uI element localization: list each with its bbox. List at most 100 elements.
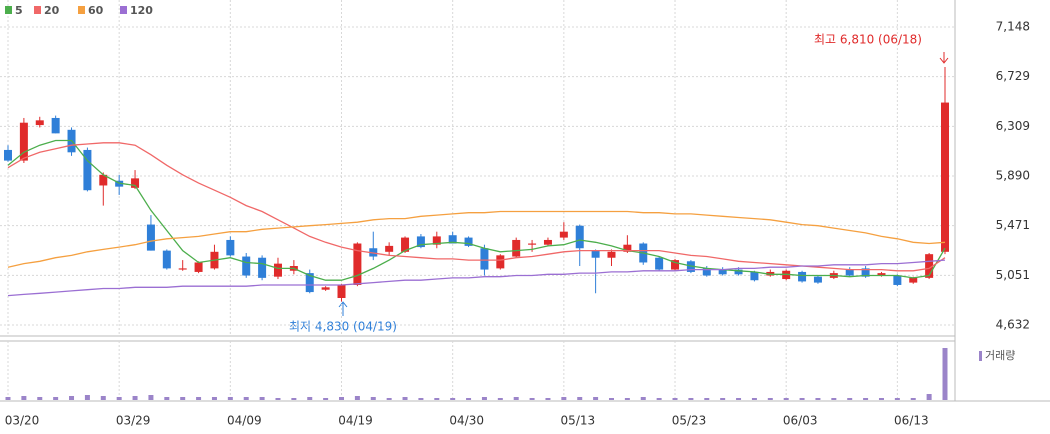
candle-body [146,224,155,251]
candle-body [305,273,314,293]
candle-body [496,255,505,269]
candle-body [99,174,108,186]
candle-body [925,254,934,278]
volume-bar [704,398,710,400]
ma-line [7,259,946,297]
volume-bar [894,398,900,400]
candle-body [559,231,568,238]
volume-bar [164,397,170,400]
volume-bar [211,397,217,400]
x-tick-label: 03/20 [5,414,40,428]
volume-bar [84,395,90,400]
volume-bar [942,348,948,400]
x-tick-label: 04/30 [449,414,484,428]
volume-bar [259,397,265,400]
volume-bar [513,397,519,400]
volume-bar [5,397,11,400]
volume-bar [243,397,249,400]
volume-bar [481,397,487,400]
y-tick-label: 5,890 [996,169,1030,183]
volume-bar [863,398,869,400]
y-tick-label: 5,051 [996,268,1030,282]
candle-body [575,225,584,249]
volume-bar [497,398,503,400]
candle-body [432,236,441,245]
candle-body [35,120,44,126]
volume-bar [386,398,392,400]
candle-body [51,117,60,134]
candle-body [194,262,203,272]
candle-body [131,178,140,188]
volume-bar [354,396,360,400]
volume-bar [545,398,551,400]
y-tick-label: 4,632 [996,318,1030,332]
volume-bar [148,395,154,400]
x-tick-label: 05/23 [672,414,707,428]
candle-body [877,273,886,276]
volume-bar [815,398,821,400]
ma-line [7,139,946,281]
candle-body [401,237,410,252]
volume-bar [339,397,345,400]
candle-body [813,276,822,283]
candle-body [591,250,600,258]
volume-bar [561,397,567,400]
volume-bar [672,398,678,400]
volume-bar [831,398,837,400]
volume-bar [323,398,329,400]
x-tick-label: 03/29 [116,414,151,428]
y-tick-label: 6,729 [996,69,1030,83]
y-tick-label: 5,471 [996,218,1030,232]
volume-bar [275,398,281,400]
volume-bar [132,396,138,400]
volume-bar [466,398,472,400]
volume-bar [751,398,757,400]
candle-body [321,287,330,290]
ma-line [7,210,946,268]
legend-swatch [34,6,41,14]
volume-bar [878,398,884,400]
candle-body [273,263,282,277]
ma-line [7,142,946,272]
candle-body [909,277,918,283]
volume-bar [767,398,773,400]
candle-body [893,275,902,285]
volume-bar [608,398,614,400]
volume-bar [116,397,122,400]
high-arrow [939,52,949,64]
volume-bar [196,397,202,400]
x-tick-label: 06/13 [894,414,929,428]
candle-body [19,122,28,161]
volume-bar [180,397,186,400]
candle-body [623,244,632,252]
x-tick-label: 04/09 [227,414,262,428]
candle-body [226,239,235,256]
legend-label: 5 [15,4,23,17]
candle-body [671,260,680,270]
candle-body [480,248,489,270]
candle-body [4,149,12,161]
volume-bar [402,397,408,400]
volume-bar [37,397,43,400]
legend-label: 120 [130,4,153,17]
volume-bar [783,398,789,400]
volume-bar [307,397,313,400]
volume-bar [799,398,805,400]
candle-body [416,236,425,248]
volume-bar [593,397,599,400]
volume-bar [910,398,916,400]
candle-body [162,250,171,269]
volume-bar [21,396,27,400]
x-tick-label: 05/13 [561,414,596,428]
candle-body [448,235,457,244]
volume-bar [529,398,535,400]
candle-body [258,257,267,278]
low-arrow [338,301,348,316]
candle-body [734,269,743,275]
volume-bar [291,398,297,400]
candle-body [543,239,552,245]
volume-bar [640,397,646,400]
x-tick-label: 06/03 [783,414,818,428]
volume-bar [370,397,376,400]
legend-label: 60 [88,4,104,17]
